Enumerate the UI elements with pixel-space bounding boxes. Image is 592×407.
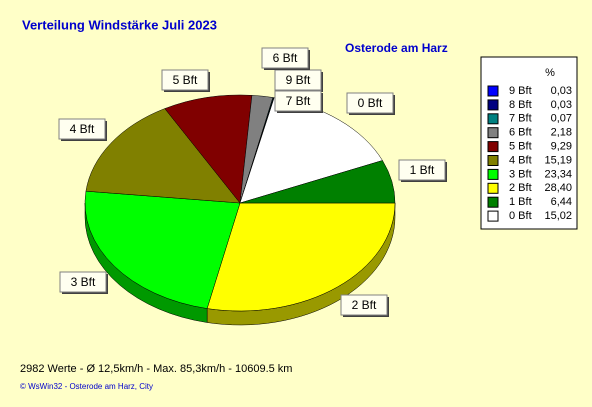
- legend-swatch: [487, 85, 499, 97]
- legend-label: 7 Bft: [509, 113, 532, 125]
- slice-label: 5 Bft: [173, 73, 198, 87]
- legend-value: 9,29: [551, 141, 572, 153]
- legend-label: 3 Bft: [509, 168, 532, 180]
- legend-swatch: [487, 113, 499, 125]
- legend-swatch: [487, 155, 499, 166]
- slice-label: 7 Bft: [286, 94, 311, 108]
- chart-title: Verteilung Windstärke Juli 2023: [22, 17, 217, 32]
- label-box: [59, 271, 107, 293]
- legend-value: 6,44: [551, 196, 572, 208]
- legend-label: 6 Bft: [509, 127, 532, 139]
- label-box: [274, 90, 322, 112]
- label-box: [161, 69, 209, 91]
- label-box: [261, 47, 309, 69]
- legend-value: 2,18: [551, 127, 572, 139]
- legend-label: 5 Bft: [509, 141, 532, 153]
- slice-label: 1 Bft: [410, 163, 435, 177]
- legend-value: 0,07: [551, 113, 572, 125]
- pie-slice: [164, 94, 253, 204]
- label-box: [58, 118, 106, 140]
- legend-label: 8 Bft: [509, 99, 532, 111]
- pie-slice: [85, 108, 241, 204]
- chart-subtitle: Osterode am Harz: [345, 41, 448, 55]
- footer: 2982 Werte - Ø 12,5km/h - Max. 85,3km/h …: [20, 363, 292, 375]
- pie-slice: [239, 160, 396, 204]
- legend-swatch: [487, 127, 499, 139]
- legend-value: 15,19: [544, 154, 572, 166]
- legend-header: %: [545, 67, 555, 79]
- pie-slice: [84, 190, 241, 309]
- pie-slice: [206, 202, 396, 312]
- legend-label: 9 Bft: [509, 85, 532, 97]
- label-box: [340, 294, 388, 316]
- legend-swatch: [487, 196, 499, 208]
- label-box: [346, 92, 394, 114]
- legend-value: 23,34: [544, 168, 572, 180]
- legend-label: 2 Bft: [509, 182, 532, 194]
- legend-value: 0,03: [551, 99, 572, 111]
- slice-label: 2 Bft: [352, 298, 377, 312]
- slice-label: 3 Bft: [71, 275, 96, 289]
- legend-label: 1 Bft: [509, 196, 532, 208]
- label-box: [398, 159, 446, 181]
- slice-label: 0 Bft: [358, 96, 383, 110]
- legend-value: 28,40: [544, 182, 572, 194]
- legend-swatch: [487, 168, 499, 180]
- slice-label: 6 Bft: [273, 51, 298, 65]
- legend-label: 4 Bft: [509, 154, 532, 166]
- credit: © WsWin32 - Osterode am Harz, City: [20, 382, 153, 391]
- legend-value: 15,02: [544, 210, 572, 222]
- legend-swatch: [487, 210, 499, 222]
- slice-label: 9 Bft: [286, 73, 311, 87]
- legend-label: 0 Bft: [509, 210, 532, 222]
- legend-swatch: [487, 141, 499, 153]
- slice-label: 4 Bft: [70, 122, 95, 136]
- legend-swatch: [487, 99, 499, 111]
- legend-value: 0,03: [551, 85, 572, 97]
- legend-swatch: [487, 182, 499, 194]
